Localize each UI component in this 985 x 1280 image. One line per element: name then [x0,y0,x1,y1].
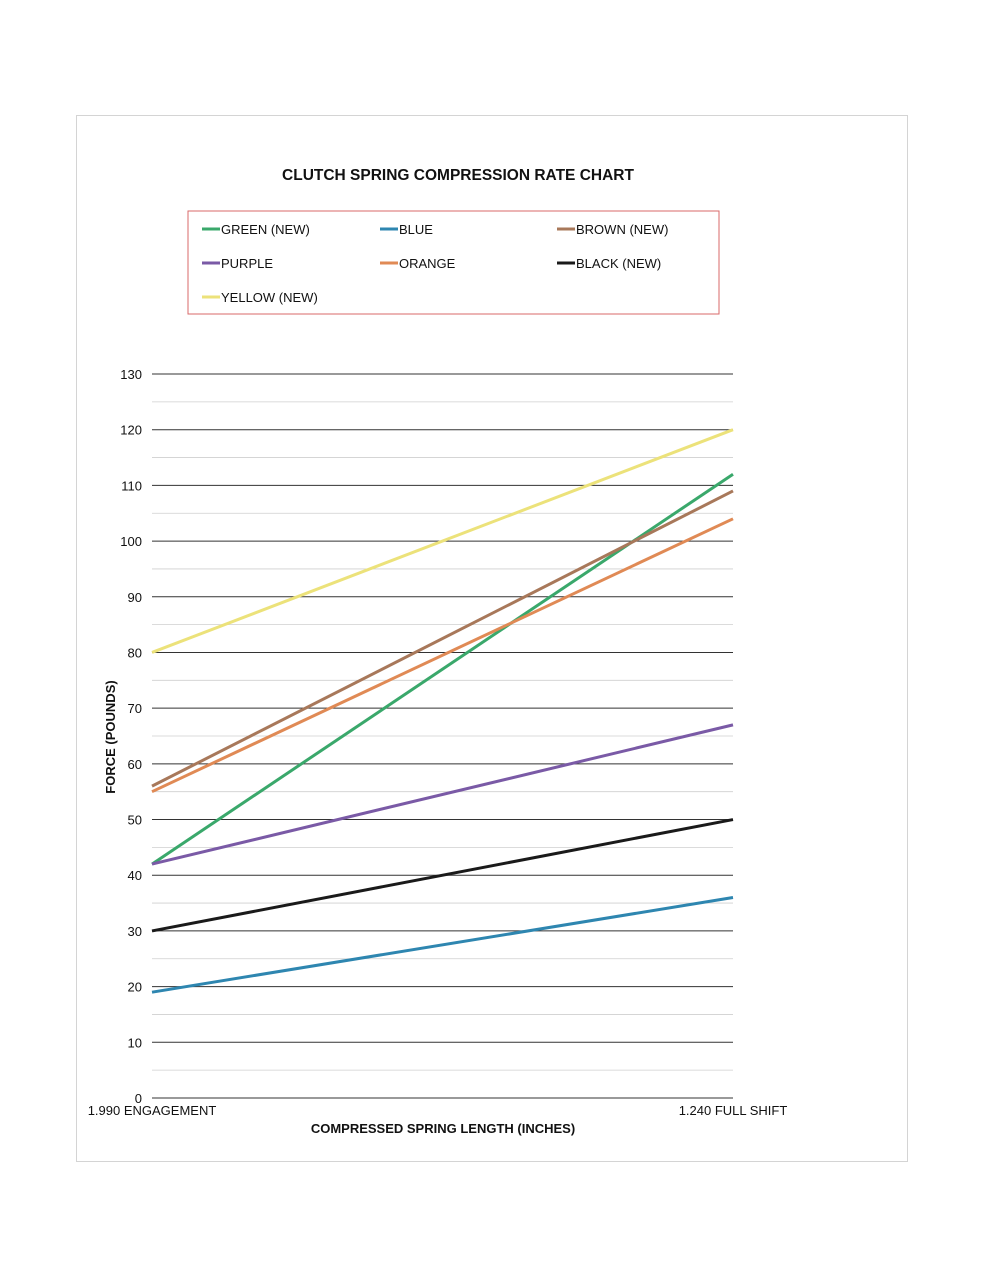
legend-label: ORANGE [399,256,456,271]
legend-label: PURPLE [221,256,273,271]
y-tick-label: 100 [120,534,142,549]
y-axis-title: FORCE (POUNDS) [103,680,118,793]
chart-frame [76,115,908,1162]
series-line-2 [151,489,734,788]
series-line-4 [151,517,734,794]
y-axis-ticks: 0 10 20 30 40 50 60 70 80 90 100 110 120 130 [120,367,142,1106]
legend-label: BLACK (NEW) [576,256,661,271]
y-tick-label: 10 [128,1035,142,1050]
legend-label: BLUE [399,222,433,237]
legend-label: YELLOW (NEW) [221,290,318,305]
legend-label: BROWN (NEW) [576,222,668,237]
series-line-5 [151,818,734,933]
y-tick-label: 110 [121,478,142,493]
series-line-6 [151,428,734,654]
x-axis-title: COMPRESSED SPRING LENGTH (INCHES) [311,1121,575,1136]
series-line-0 [151,473,734,866]
y-tick-label: 90 [128,590,142,605]
x-axis-ticks: 1.990 ENGAGEMENT 1.240 FULL SHIFT [88,1103,788,1118]
y-tick-label: 40 [128,868,142,883]
series-line-3 [151,723,734,866]
y-tick-label: 0 [135,1091,142,1106]
y-tick-label: 120 [120,423,142,438]
legend-box [187,210,720,315]
legend-label: GREEN (NEW) [221,222,310,237]
y-tick-label: 130 [120,367,142,382]
x-tick-label: 1.990 ENGAGEMENT [88,1103,217,1118]
series-lines [151,428,734,994]
chart-title: CLUTCH SPRING COMPRESSION RATE CHART [282,167,634,184]
y-tick-label: 30 [128,924,142,939]
x-tick-label: 1.240 FULL SHIFT [679,1103,788,1118]
series-line-1 [151,896,734,994]
y-tick-label: 60 [128,757,142,772]
y-tick-label: 50 [128,813,142,828]
gridlines [152,373,733,1099]
y-tick-label: 20 [128,980,142,995]
y-tick-label: 70 [128,701,142,716]
legend: GREEN (NEW) BLUE BROWN (NEW) PURPLE ORANGE BL… [202,222,668,305]
y-tick-label: 80 [128,645,142,660]
